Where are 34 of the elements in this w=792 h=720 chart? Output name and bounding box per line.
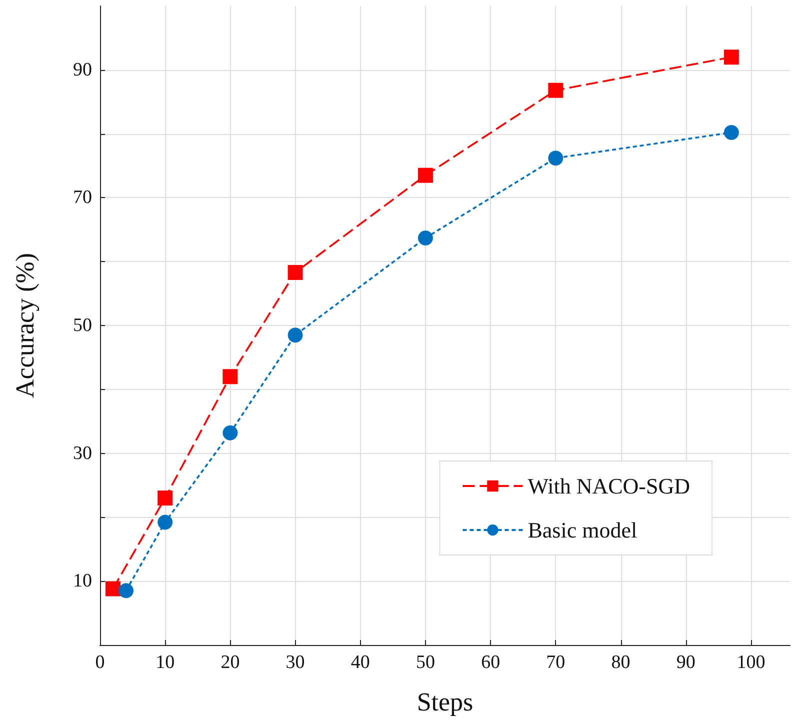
- point: [118, 583, 134, 598]
- x-tick-label: 100: [736, 652, 766, 673]
- x-tick-label: 10: [156, 652, 175, 673]
- point: [222, 369, 238, 384]
- point: [418, 168, 433, 183]
- y-tick-label: 50: [73, 315, 92, 336]
- point: [548, 150, 564, 166]
- y-axis-title: Accuracy (%): [10, 252, 40, 398]
- point: [418, 230, 433, 246]
- y-tick-label: 10: [73, 570, 92, 592]
- x-tick-label: 70: [546, 652, 566, 673]
- legend-label: With NACO-SGD: [528, 474, 690, 498]
- x-tick-label: 80: [611, 652, 630, 673]
- x-tick-label: 20: [220, 652, 240, 673]
- point: [724, 125, 739, 140]
- x-tick-label: 30: [286, 652, 305, 673]
- y-tick-label: 90: [73, 59, 92, 80]
- y-tick-label: 30: [73, 442, 92, 464]
- x-tick-label: 0: [95, 652, 105, 673]
- x-tick-label: 60: [481, 652, 500, 673]
- point: [288, 328, 303, 343]
- point: [222, 425, 238, 440]
- point: [548, 82, 564, 98]
- x-axis-title: Steps: [416, 688, 474, 716]
- x-tick-label: 90: [676, 652, 696, 673]
- point: [158, 490, 173, 506]
- y-tick-label: 70: [73, 187, 92, 208]
- x-tick-label: 50: [416, 652, 435, 673]
- x-tick-label: 40: [350, 652, 370, 673]
- point: [724, 50, 739, 65]
- point: [158, 514, 173, 530]
- point: [106, 581, 121, 596]
- point: [288, 264, 303, 280]
- legend-label: Basic model: [528, 518, 638, 542]
